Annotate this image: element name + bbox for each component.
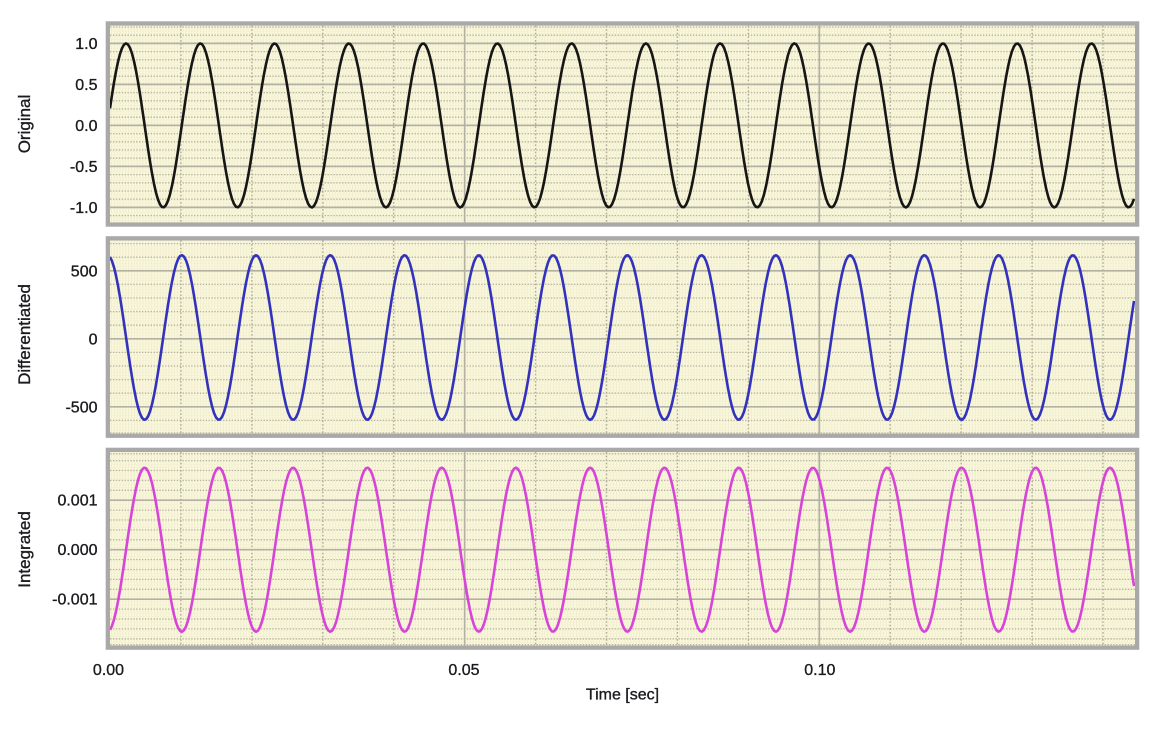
svg-text:Differentiated: Differentiated	[15, 284, 34, 385]
svg-text:0.001: 0.001	[57, 493, 97, 510]
svg-text:500: 500	[71, 263, 98, 280]
svg-text:-0.5: -0.5	[70, 159, 98, 176]
svg-text:0.05: 0.05	[448, 662, 479, 679]
svg-text:0: 0	[89, 331, 98, 348]
svg-text:Original: Original	[15, 95, 34, 154]
svg-text:0.10: 0.10	[804, 662, 835, 679]
svg-text:0.000: 0.000	[57, 542, 97, 559]
svg-text:-0.001: -0.001	[52, 592, 97, 609]
svg-text:-1.0: -1.0	[70, 200, 98, 217]
svg-text:-500: -500	[65, 399, 97, 416]
svg-text:Time [sec]: Time [sec]	[586, 687, 659, 704]
svg-text:0.0: 0.0	[75, 118, 97, 135]
svg-text:0.5: 0.5	[75, 77, 97, 94]
svg-text:Integrated: Integrated	[15, 511, 34, 588]
svg-text:0.00: 0.00	[93, 662, 124, 679]
svg-text:1.0: 1.0	[75, 36, 97, 53]
